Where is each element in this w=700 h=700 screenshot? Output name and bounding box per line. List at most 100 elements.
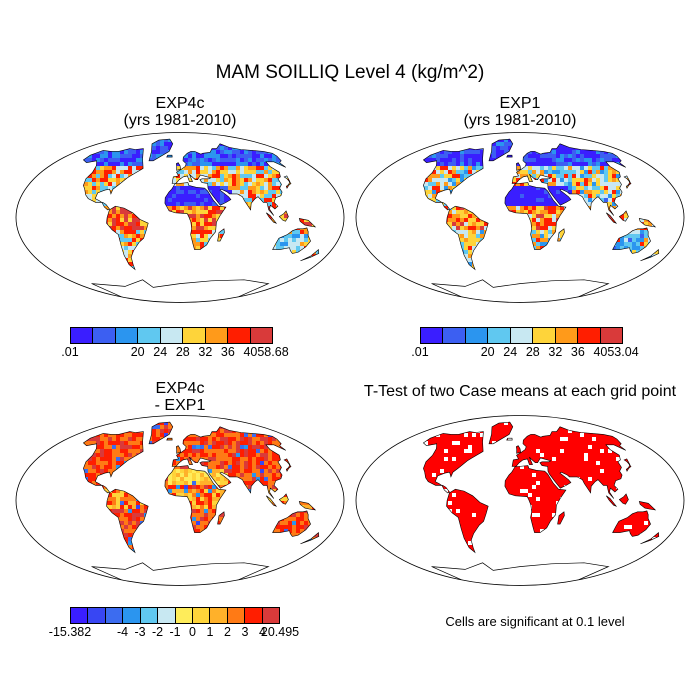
grid-cell bbox=[548, 266, 553, 270]
grid-cell bbox=[556, 246, 561, 251]
grid-cell bbox=[464, 266, 469, 270]
grid-cell bbox=[376, 214, 380, 218]
grid-cell bbox=[540, 158, 545, 163]
grid-cell bbox=[176, 254, 181, 259]
grid-cell bbox=[532, 134, 536, 138]
grid-cell bbox=[612, 258, 617, 263]
grid-cell bbox=[156, 194, 161, 199]
grid-cell bbox=[408, 206, 412, 210]
grid-cell bbox=[204, 170, 209, 175]
grid-cell bbox=[48, 250, 52, 254]
grid-cell bbox=[188, 194, 193, 199]
grid-cell bbox=[64, 182, 68, 186]
grid-cell bbox=[520, 194, 525, 199]
grid-cell bbox=[100, 242, 105, 247]
grid-cell bbox=[196, 242, 201, 247]
grid-cell bbox=[52, 170, 56, 174]
grid-cell bbox=[52, 166, 56, 170]
grid-cell bbox=[260, 174, 265, 179]
grid-cell bbox=[308, 250, 313, 255]
grid-cell bbox=[380, 250, 384, 254]
grid-cell bbox=[264, 162, 269, 167]
grid-cell bbox=[596, 170, 601, 175]
grid-cell bbox=[648, 202, 653, 207]
grid-cell bbox=[232, 254, 237, 259]
grid-cell bbox=[136, 134, 140, 138]
grid-cell bbox=[308, 186, 313, 191]
grid-cell bbox=[448, 154, 453, 159]
grid-cell bbox=[256, 174, 261, 179]
grid-cell bbox=[84, 198, 89, 203]
grid-cell bbox=[208, 170, 213, 175]
grid-cell bbox=[248, 198, 253, 203]
grid-cell bbox=[264, 194, 269, 199]
grid-cell bbox=[376, 230, 380, 234]
grid-cell bbox=[640, 178, 645, 183]
grid-cell bbox=[496, 246, 501, 251]
grid-cell bbox=[276, 242, 281, 247]
grid-cell bbox=[272, 258, 277, 263]
grid-cell bbox=[132, 170, 137, 175]
grid-cell bbox=[532, 226, 537, 231]
grid-cell bbox=[252, 150, 257, 155]
grid-cell bbox=[500, 202, 505, 207]
grid-cell bbox=[664, 206, 668, 210]
grid-cell bbox=[40, 190, 44, 194]
grid-cell bbox=[200, 142, 205, 147]
grid-cell bbox=[504, 250, 509, 255]
grid-cell bbox=[616, 198, 621, 203]
grid-cell bbox=[672, 194, 676, 198]
grid-cell bbox=[384, 222, 388, 226]
grid-cell bbox=[188, 134, 192, 138]
grid-cell bbox=[280, 178, 285, 183]
grid-cell bbox=[216, 214, 221, 219]
grid-cell bbox=[676, 226, 680, 230]
grid-cell bbox=[512, 170, 517, 175]
grid-cell bbox=[212, 190, 217, 195]
grid-cell bbox=[480, 234, 485, 239]
grid-cell bbox=[192, 150, 197, 155]
grid-cell bbox=[280, 246, 285, 251]
grid-cell bbox=[576, 190, 581, 195]
grid-cell bbox=[140, 154, 145, 159]
grid-cell bbox=[464, 154, 469, 159]
grid-cell bbox=[252, 206, 257, 211]
grid-cell bbox=[408, 178, 412, 182]
grid-cell bbox=[484, 214, 489, 219]
grid-cell bbox=[560, 190, 565, 195]
grid-cell bbox=[16, 238, 20, 242]
grid-cell bbox=[532, 182, 537, 187]
grid-cell bbox=[44, 174, 48, 178]
grid-cell bbox=[172, 226, 177, 231]
grid-cell bbox=[484, 186, 489, 191]
grid-cell bbox=[376, 182, 380, 186]
grid-cell bbox=[140, 238, 145, 243]
grid-cell bbox=[124, 238, 129, 243]
grid-cell bbox=[488, 182, 493, 187]
grid-cell bbox=[228, 154, 233, 159]
grid-cell bbox=[480, 178, 485, 183]
grid-cell bbox=[444, 226, 449, 231]
coastline-samerica bbox=[446, 205, 489, 271]
grid-cell bbox=[676, 210, 680, 214]
grid-cell bbox=[120, 170, 125, 175]
grid-cell bbox=[284, 194, 289, 199]
grid-cell bbox=[84, 262, 89, 267]
grid-cell bbox=[620, 250, 625, 255]
grid-cell bbox=[560, 139, 565, 143]
grid-cell bbox=[128, 150, 133, 155]
grid-cell bbox=[528, 242, 533, 247]
grid-cell bbox=[648, 214, 653, 219]
grid-cell bbox=[292, 262, 297, 267]
grid-cell bbox=[408, 214, 412, 218]
grid-cell bbox=[228, 210, 233, 215]
grid-cell bbox=[548, 222, 553, 227]
grid-cell bbox=[240, 190, 245, 195]
grid-cell bbox=[232, 150, 237, 155]
grid-cell bbox=[136, 146, 141, 151]
grid-cell bbox=[268, 186, 273, 191]
grid-cell bbox=[64, 238, 68, 242]
grid-cell bbox=[168, 182, 173, 187]
grid-cell bbox=[376, 210, 380, 214]
grid-cell bbox=[132, 210, 137, 215]
